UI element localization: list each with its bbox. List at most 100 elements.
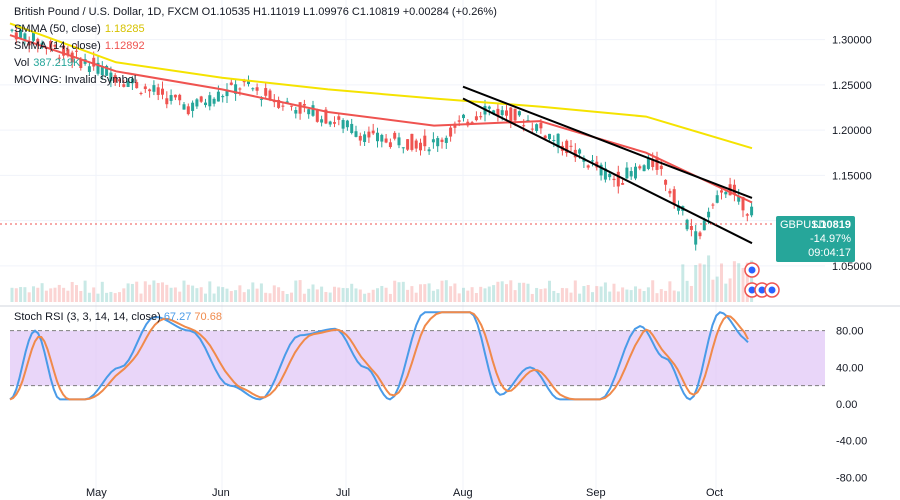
candle-body: [49, 41, 53, 48]
volume-bar: [255, 288, 259, 302]
candle-body: [105, 65, 109, 76]
candle-body: [14, 32, 18, 40]
volume-bar: [707, 255, 711, 302]
volume-bar: [634, 286, 637, 302]
volume-bar: [401, 281, 405, 302]
candle-body: [75, 50, 78, 52]
volume-bar: [66, 290, 70, 302]
candle-body: [66, 49, 70, 56]
volume-bar: [328, 292, 332, 302]
candle-body: [238, 88, 242, 90]
candle-body: [616, 171, 620, 187]
candle-body: [96, 62, 100, 74]
candle-body: [625, 167, 629, 179]
candle-body: [191, 102, 195, 111]
volume-bar: [694, 265, 698, 302]
volume-bar: [354, 288, 358, 302]
volume-bar: [457, 293, 461, 302]
price-tag-change: -14.97%: [810, 233, 851, 245]
candle-body: [651, 159, 655, 167]
candle-body: [474, 116, 478, 121]
candle-body: [741, 197, 745, 211]
volume-bar: [169, 287, 173, 302]
candle-body: [423, 135, 427, 147]
candle-body: [702, 220, 706, 231]
volume-bar: [462, 287, 465, 302]
volume-bars: [10, 255, 754, 302]
volume-bar: [608, 291, 612, 302]
candle-body: [36, 38, 40, 46]
candle-body: [444, 137, 448, 143]
volume-bar: [165, 284, 169, 302]
candle-body: [118, 79, 121, 82]
volume-bar: [333, 286, 336, 302]
volume-bar: [444, 280, 448, 302]
volume-bar: [715, 276, 719, 302]
candle-body: [646, 157, 650, 169]
candle-body: [677, 205, 680, 211]
volume-bar: [109, 291, 113, 302]
candle-body: [659, 165, 663, 170]
candle-body: [307, 109, 311, 115]
volume-bar: [302, 293, 306, 302]
volume-bar: [49, 288, 53, 302]
candle-body: [384, 138, 388, 143]
candle-body: [393, 132, 397, 139]
candle-body: [229, 82, 233, 85]
time-axis[interactable]: May Jun Jul Aug Sep Oct: [86, 487, 723, 499]
stoch-rsi-tick-label: 80.00: [836, 326, 864, 338]
candle-body: [449, 127, 453, 137]
volume-bar: [96, 293, 100, 302]
volume-bar: [277, 287, 281, 302]
volume-bar: [92, 287, 96, 302]
event-badges[interactable]: [744, 262, 780, 298]
candle-body: [720, 190, 723, 193]
candle-body: [745, 214, 749, 216]
candle-body: [113, 75, 117, 83]
price-axis[interactable]: 1.30000 1.25000 1.20000 1.15000 1.05000: [832, 35, 872, 273]
volume-bar: [242, 292, 246, 302]
candle-body: [642, 165, 646, 172]
candle-body: [354, 131, 358, 137]
candle-body: [513, 108, 517, 121]
volume-bar: [685, 280, 689, 302]
candle-body: [634, 166, 637, 179]
volume-bar: [556, 293, 560, 302]
candle-body: [363, 134, 367, 143]
volume-bar: [595, 286, 599, 302]
volume-bar: [664, 290, 668, 302]
volume-bar: [259, 283, 263, 302]
candle-body: [100, 66, 104, 76]
candle-body: [199, 96, 203, 102]
candle-body: [302, 104, 306, 106]
candle-body: [406, 139, 410, 150]
volume-bar: [371, 289, 375, 302]
volume-bar: [36, 287, 40, 302]
candle-body: [281, 105, 285, 107]
volume-bar: [290, 292, 293, 302]
volume-bar: [152, 280, 156, 302]
candle-body: [509, 107, 513, 124]
candle-body: [264, 88, 268, 96]
candle-body: [462, 114, 465, 119]
volume-bar: [552, 290, 556, 302]
volume-bar: [173, 287, 177, 302]
volume-bar: [186, 284, 190, 302]
candle-body: [19, 29, 23, 38]
volume-bar: [453, 283, 457, 302]
candle-body: [27, 43, 31, 46]
time-tick-label: Aug: [453, 487, 473, 499]
candle-body: [591, 160, 594, 162]
candle-body: [315, 110, 319, 122]
candle-body: [685, 219, 689, 230]
time-tick-label: Jul: [336, 487, 350, 499]
candle-body: [139, 92, 143, 94]
volume-bar: [466, 290, 470, 302]
candle-body: [711, 204, 715, 206]
candle-body: [268, 90, 272, 100]
candle-body: [341, 120, 345, 129]
stoch-rsi-axis[interactable]: 80.00 40.00 0.00 -40.00 -80.00: [836, 326, 867, 485]
volume-bar: [720, 263, 723, 302]
price-tick-label: 1.05000: [832, 261, 872, 273]
